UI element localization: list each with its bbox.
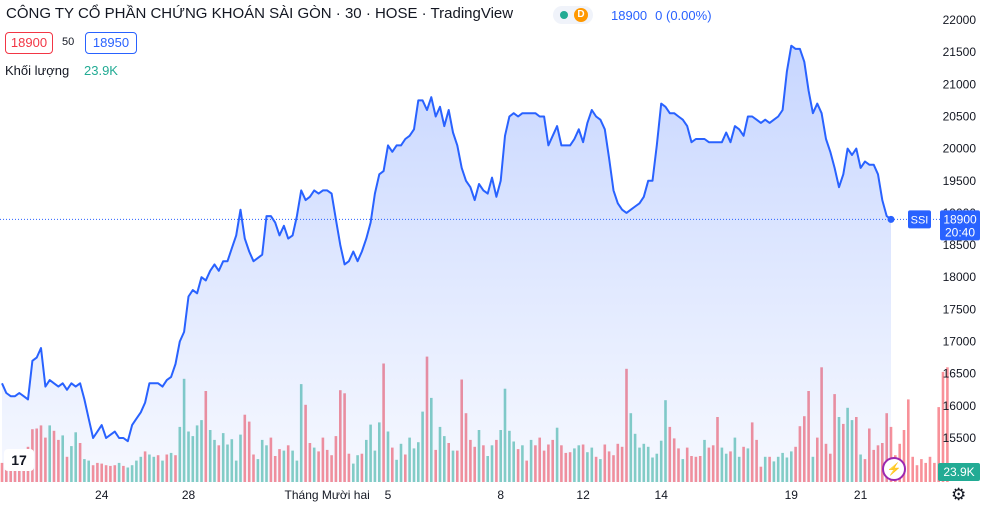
symbol-tag-label: SSI (911, 214, 929, 226)
price-tick-label: 18500 (943, 238, 977, 252)
last-price-label: 18900 (943, 212, 977, 226)
volume-bar (907, 399, 910, 482)
symbol-tag (908, 210, 931, 229)
price-tick-label: 16500 (943, 367, 977, 381)
header-price: 18900 0 (0.00%) (611, 8, 720, 23)
volume-bar (902, 430, 906, 482)
time-tick-label: 14 (655, 488, 669, 502)
volume-legend-label[interactable]: Khối lượng (5, 63, 70, 78)
price-tick-label: 20500 (943, 110, 977, 124)
sell-price-box[interactable]: 18900 (5, 32, 53, 54)
spread-value: 50 (62, 36, 75, 48)
market-status-icon[interactable]: D (553, 6, 593, 24)
volume-bar (928, 456, 932, 482)
price-tick-label: 21500 (943, 45, 977, 59)
volume-bar (946, 367, 949, 482)
price-area (2, 45, 891, 482)
price-tick-label: 17500 (943, 302, 977, 316)
volume-bar (937, 407, 940, 482)
header-last-price: 18900 (611, 8, 648, 23)
time-tick-label: 8 (497, 488, 504, 502)
time-tick-label: 21 (854, 488, 868, 502)
volume-bar (915, 465, 919, 482)
time-tick-label: Tháng Mười hai (285, 488, 370, 502)
volume-bar (933, 462, 936, 482)
market-open-dot-icon (560, 11, 568, 19)
price-tick-label: 19500 (943, 174, 977, 188)
last-price-dot (887, 215, 895, 223)
delayed-data-badge: D (574, 8, 588, 22)
price-tick-label: 18000 (943, 270, 977, 284)
symbol-title[interactable]: CÔNG TY CỔ PHẦN CHỨNG KHOÁN SÀI GÒN · 30… (6, 5, 514, 22)
last-price-tag (940, 210, 980, 241)
time-tick-label: 5 (385, 488, 392, 502)
price-tick-label: 22000 (943, 13, 977, 27)
price-tick-label: 15500 (943, 431, 977, 445)
volume-bar (941, 371, 945, 482)
volume-bar (920, 459, 923, 482)
time-tick-label: 28 (182, 488, 196, 502)
price-tick-label: 21000 (943, 77, 977, 91)
tradingview-logo-icon[interactable]: 17 (4, 449, 34, 471)
gear-icon[interactable]: ⚙ (951, 485, 967, 504)
lightning-icon[interactable]: ⚡ (882, 457, 906, 481)
volume-legend-value: 23.9K (84, 63, 118, 78)
volume-tag (938, 463, 980, 481)
header-price-change: 0 (0.00%) (655, 8, 712, 23)
price-tick-label: 20000 (943, 142, 977, 156)
price-line (1, 44, 892, 443)
time-axis[interactable]: 24 28 Tháng Mười hai 5 8 12 14 19 21 (95, 488, 868, 502)
time-tick-label: 12 (576, 488, 590, 502)
price-tick-label: 16000 (943, 399, 977, 413)
price-tick-label: 17000 (943, 335, 977, 349)
time-tick-label: 19 (785, 488, 799, 502)
volume-bar (911, 456, 914, 482)
buy-price-box[interactable]: 18950 (85, 32, 137, 54)
countdown-label: 20:40 (945, 225, 975, 239)
volume-bar (924, 462, 927, 482)
volume-tag-label: 23.9K (943, 465, 974, 479)
time-tick-label: 24 (95, 488, 109, 502)
